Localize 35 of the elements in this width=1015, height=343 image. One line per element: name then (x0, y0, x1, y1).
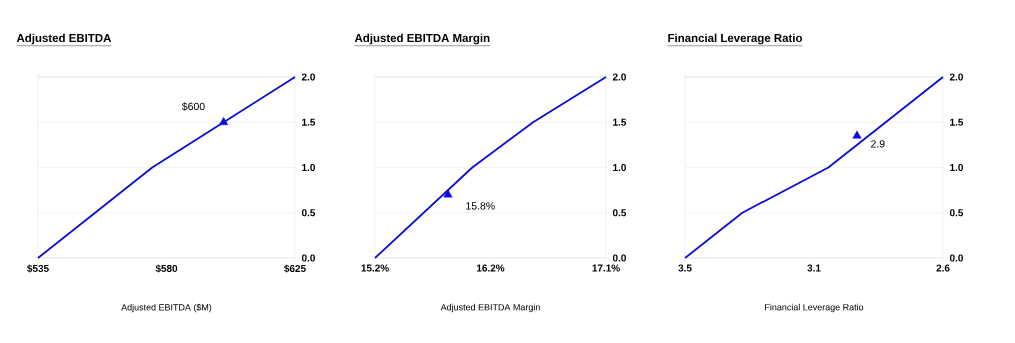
x-tick-label: $535 (27, 264, 49, 273)
y-tick-label: 1.0 (613, 163, 626, 172)
x-axis-title: Financial Leverage Ratio (765, 303, 864, 313)
y-tick-label: 1.0 (950, 163, 963, 172)
y-tick-label: 0.5 (949, 209, 964, 217)
x-tick-label: 16.2% (477, 264, 505, 272)
y-tick-label: 2.0 (612, 73, 626, 81)
annotation: 15.8% (466, 202, 495, 210)
annotation: $600 (181, 102, 205, 111)
line-series (37, 76, 296, 259)
chart-title: Financial Leverage Ratio (668, 33, 803, 45)
y-tick-label: 2.0 (301, 73, 315, 81)
y-tick-label: 1.0 (302, 163, 315, 172)
y-tick-label: 1.5 (950, 118, 964, 126)
x-tick-label: 17.1% (592, 264, 620, 272)
y-tick-label: 2.0 (949, 73, 963, 81)
x-tick-label: 15.2% (361, 264, 389, 272)
line-series (684, 76, 944, 259)
x-tick-label: 3.1 (807, 264, 821, 272)
chart-title: Adjusted EBITDA Margin (354, 33, 490, 45)
annotation: 2.9 (871, 140, 885, 148)
x-tick-label: 3.5 (678, 264, 692, 272)
x-tick-label: $580 (155, 264, 178, 273)
x-axis-title: Adjusted EBITDA Margin (440, 303, 540, 313)
y-tick-label: 0.5 (301, 209, 316, 217)
x-tick-label: 2.6 (936, 264, 950, 272)
y-tick-label: 0.5 (612, 209, 627, 217)
y-tick-label: 0.0 (612, 254, 626, 262)
y-tick-label: 1.5 (613, 118, 627, 126)
y-tick-label: 1.5 (302, 118, 316, 126)
y-tick-label: 0.0 (301, 254, 315, 262)
chart-title: Adjusted EBITDA (16, 33, 112, 45)
x-axis-title: Adjusted EBITDA ($M) (121, 303, 212, 313)
y-tick-label: 0.0 (949, 254, 963, 262)
x-tick-label: $625 (284, 264, 306, 273)
